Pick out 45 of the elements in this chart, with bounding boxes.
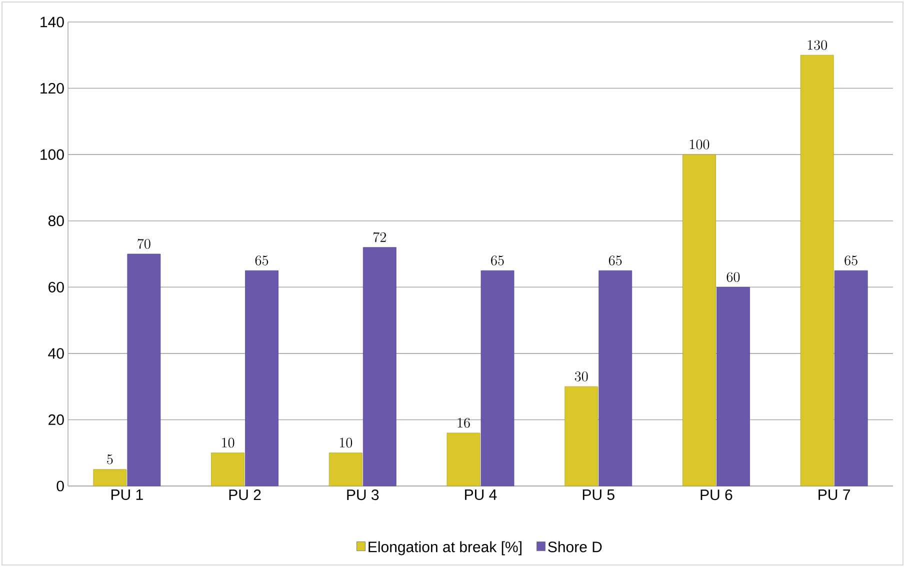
bar — [480, 270, 514, 486]
data-label: 5 — [107, 454, 113, 464]
bar — [127, 254, 161, 486]
bar — [598, 270, 632, 486]
data-label: 65 — [844, 256, 858, 266]
data-label: 10 — [340, 438, 352, 448]
y-tick-label: 40 — [48, 348, 64, 359]
data-label: 16 — [458, 418, 470, 428]
bar — [800, 54, 834, 486]
bar — [682, 154, 716, 486]
data-label: 72 — [373, 232, 386, 242]
data-label: 30 — [574, 372, 588, 382]
bar — [211, 452, 244, 486]
bar — [328, 452, 362, 486]
x-tick-label: PU 2 — [229, 490, 261, 500]
data-label: 10 — [222, 438, 234, 448]
legend-label: Elongation at break [%] — [368, 541, 522, 556]
legend-label: Shore D — [548, 541, 602, 552]
bar — [362, 247, 396, 486]
y-tick-label: 80 — [48, 216, 64, 226]
data-label: 65 — [255, 256, 268, 266]
data-label: 100 — [690, 140, 710, 150]
data-label: 65 — [491, 256, 504, 266]
y-tick-label: 100 — [40, 149, 64, 160]
bar — [245, 270, 278, 486]
data-label: 65 — [608, 256, 622, 266]
x-tick-label: PU 1 — [111, 490, 143, 500]
x-tick-label: PU 3 — [347, 490, 379, 500]
bar — [564, 386, 598, 486]
x-tick-label: PU 4 — [465, 490, 497, 500]
data-label: 130 — [808, 40, 827, 50]
y-tick-label: 0 — [56, 480, 64, 492]
bar — [834, 270, 868, 486]
y-tick-label: 140 — [40, 16, 64, 28]
bar — [716, 286, 750, 486]
x-tick-label: PU 7 — [818, 490, 850, 500]
data-label: 60 — [726, 272, 740, 282]
x-tick-label: PU 5 — [582, 490, 614, 500]
y-tick-label: 120 — [40, 82, 64, 94]
y-tick-label: 20 — [48, 414, 64, 426]
x-tick-label: PU 6 — [700, 490, 732, 500]
bar — [93, 469, 127, 486]
y-tick-label: 60 — [48, 282, 64, 292]
data-label: 70 — [138, 238, 150, 249]
bar — [446, 432, 480, 486]
